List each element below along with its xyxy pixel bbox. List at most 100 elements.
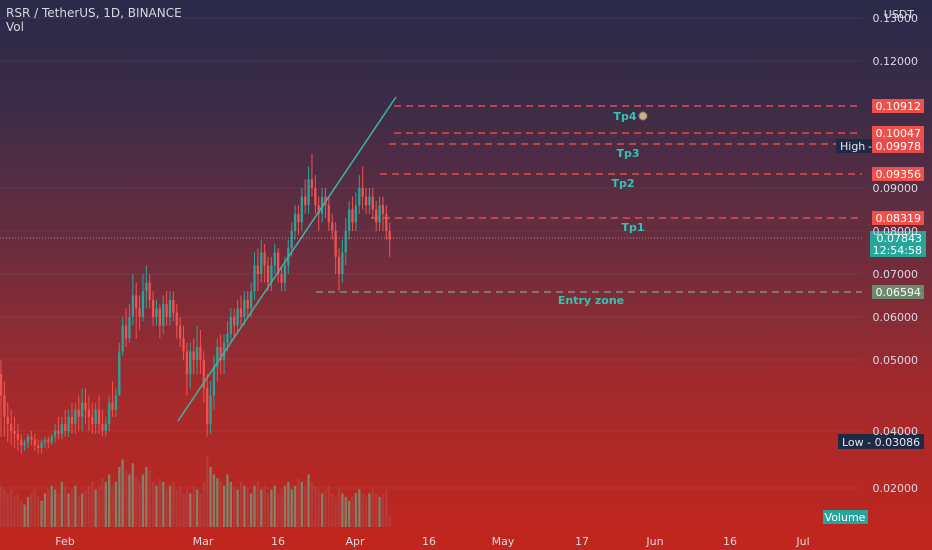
- volume-bar: [16, 493, 20, 527]
- volume-bar: [50, 485, 53, 527]
- price-level-badge: [872, 126, 924, 140]
- price-level-badge: [872, 99, 924, 113]
- volume-bar: [101, 478, 104, 527]
- candle-body: [97, 409, 101, 424]
- volume-bar: [80, 493, 84, 527]
- candle-body: [327, 205, 331, 223]
- volume-bar: [155, 485, 158, 527]
- low-badge: [838, 434, 924, 449]
- candle-body: [40, 442, 43, 449]
- volume-bar: [91, 482, 94, 527]
- candle-body: [26, 436, 30, 443]
- trendline[interactable]: [177, 96, 397, 422]
- volume-bar: [141, 474, 145, 527]
- candle-body: [212, 367, 216, 396]
- candle-body: [94, 409, 97, 424]
- volume-bar: [118, 467, 121, 527]
- volume-bar: [192, 485, 195, 527]
- candle-body: [60, 423, 63, 434]
- candle-body: [6, 416, 9, 424]
- candle-body: [192, 351, 195, 360]
- chart-header: RSR / TetherUS, 1D, BINANCE Vol: [6, 6, 182, 34]
- volume-bar: [53, 489, 57, 527]
- volume-bar: [239, 482, 243, 527]
- candle-body: [53, 431, 57, 437]
- volume-bar: [114, 482, 118, 527]
- volume-bar: [131, 463, 134, 527]
- volume-bar: [135, 478, 138, 527]
- volume-bar: [60, 482, 63, 527]
- date-tick-label: Mar: [193, 535, 214, 548]
- candle-body: [124, 325, 128, 339]
- volume-bar: [249, 493, 253, 527]
- candle-body: [297, 213, 300, 223]
- volume-bar: [364, 497, 368, 527]
- volume-bar: [307, 474, 310, 527]
- price-tick-label: 0.08000: [873, 225, 919, 238]
- volume-bar: [151, 482, 155, 527]
- candle-body: [47, 439, 50, 443]
- price-tick-label: 0.04000: [873, 425, 919, 438]
- candle-body: [260, 252, 263, 274]
- date-axis[interactable]: Feb Mar 16 Apr 16 May 17 Jun 16 Jul: [55, 535, 809, 548]
- volume-badge-label: Volume: [825, 511, 866, 524]
- price-tick-label: 0.07000: [873, 268, 919, 281]
- volume-bar: [87, 485, 91, 527]
- candle-body: [128, 317, 131, 339]
- volume-bar: [30, 493, 33, 527]
- candle-body: [138, 308, 141, 317]
- volume-bar: [182, 493, 185, 527]
- volume-bar: [202, 482, 205, 527]
- volume-bar: [351, 497, 354, 527]
- volume-bar: [266, 493, 270, 527]
- volume-bar: [209, 467, 212, 527]
- price-tick-label: 0.02000: [873, 482, 919, 495]
- price-level-label: Tp2: [611, 177, 634, 190]
- volume-bar: [67, 493, 70, 527]
- volume-bar: [138, 482, 141, 527]
- candle-body: [162, 304, 165, 326]
- trendline-layer[interactable]: [177, 96, 397, 422]
- volume-bar: [6, 493, 9, 527]
- grid: [0, 17, 862, 489]
- candle-body: [331, 222, 334, 231]
- candle-body: [0, 374, 3, 396]
- volume-bar: [300, 482, 303, 527]
- candle-body: [111, 402, 114, 410]
- volume-bar: [9, 489, 13, 527]
- candle-body: [300, 196, 303, 223]
- date-tick-label: Jun: [645, 535, 663, 548]
- candle-body: [151, 299, 155, 317]
- volume-bar: [368, 493, 371, 527]
- candle-body: [80, 402, 84, 417]
- volume-bar: [310, 482, 314, 527]
- volume-bar: [219, 482, 222, 527]
- volume-bar: [104, 482, 107, 527]
- volume-bar: [185, 489, 189, 527]
- candle-body: [70, 416, 74, 424]
- candle-body: [304, 196, 307, 206]
- candle-body: [351, 209, 354, 223]
- candle-body: [226, 334, 229, 343]
- volume-bar: [304, 485, 307, 527]
- price-axis[interactable]: USDT 0.13000 0.12000 0.09000 0.08000 0.07000…: [873, 8, 919, 495]
- price-level-badge-text: 0.10047: [876, 127, 922, 140]
- volume-bar: [273, 485, 276, 527]
- low-badge-label: Low - 0.03086: [842, 436, 920, 449]
- volume-bar: [297, 478, 300, 527]
- candle-body: [64, 423, 67, 431]
- symbol-title: RSR / TetherUS, 1D, BINANCE: [6, 6, 182, 20]
- volume-bar: [94, 489, 97, 527]
- volume-bar: [199, 493, 202, 527]
- volume-bar: [236, 489, 239, 527]
- volume-bar: [270, 489, 273, 527]
- price-levels[interactable]: Tp4 0.10912 0.10047 Tp3 Tp2 0.09356 Tp1 0.08319…: [0, 99, 926, 524]
- volume-bar: [108, 474, 111, 527]
- high-badge-label: High: [840, 140, 865, 153]
- candle-body: [341, 252, 344, 274]
- current-price-badge: [870, 231, 926, 257]
- volume-badge: [823, 510, 868, 524]
- volume-bar: [344, 497, 347, 527]
- volume-bar: [229, 482, 232, 527]
